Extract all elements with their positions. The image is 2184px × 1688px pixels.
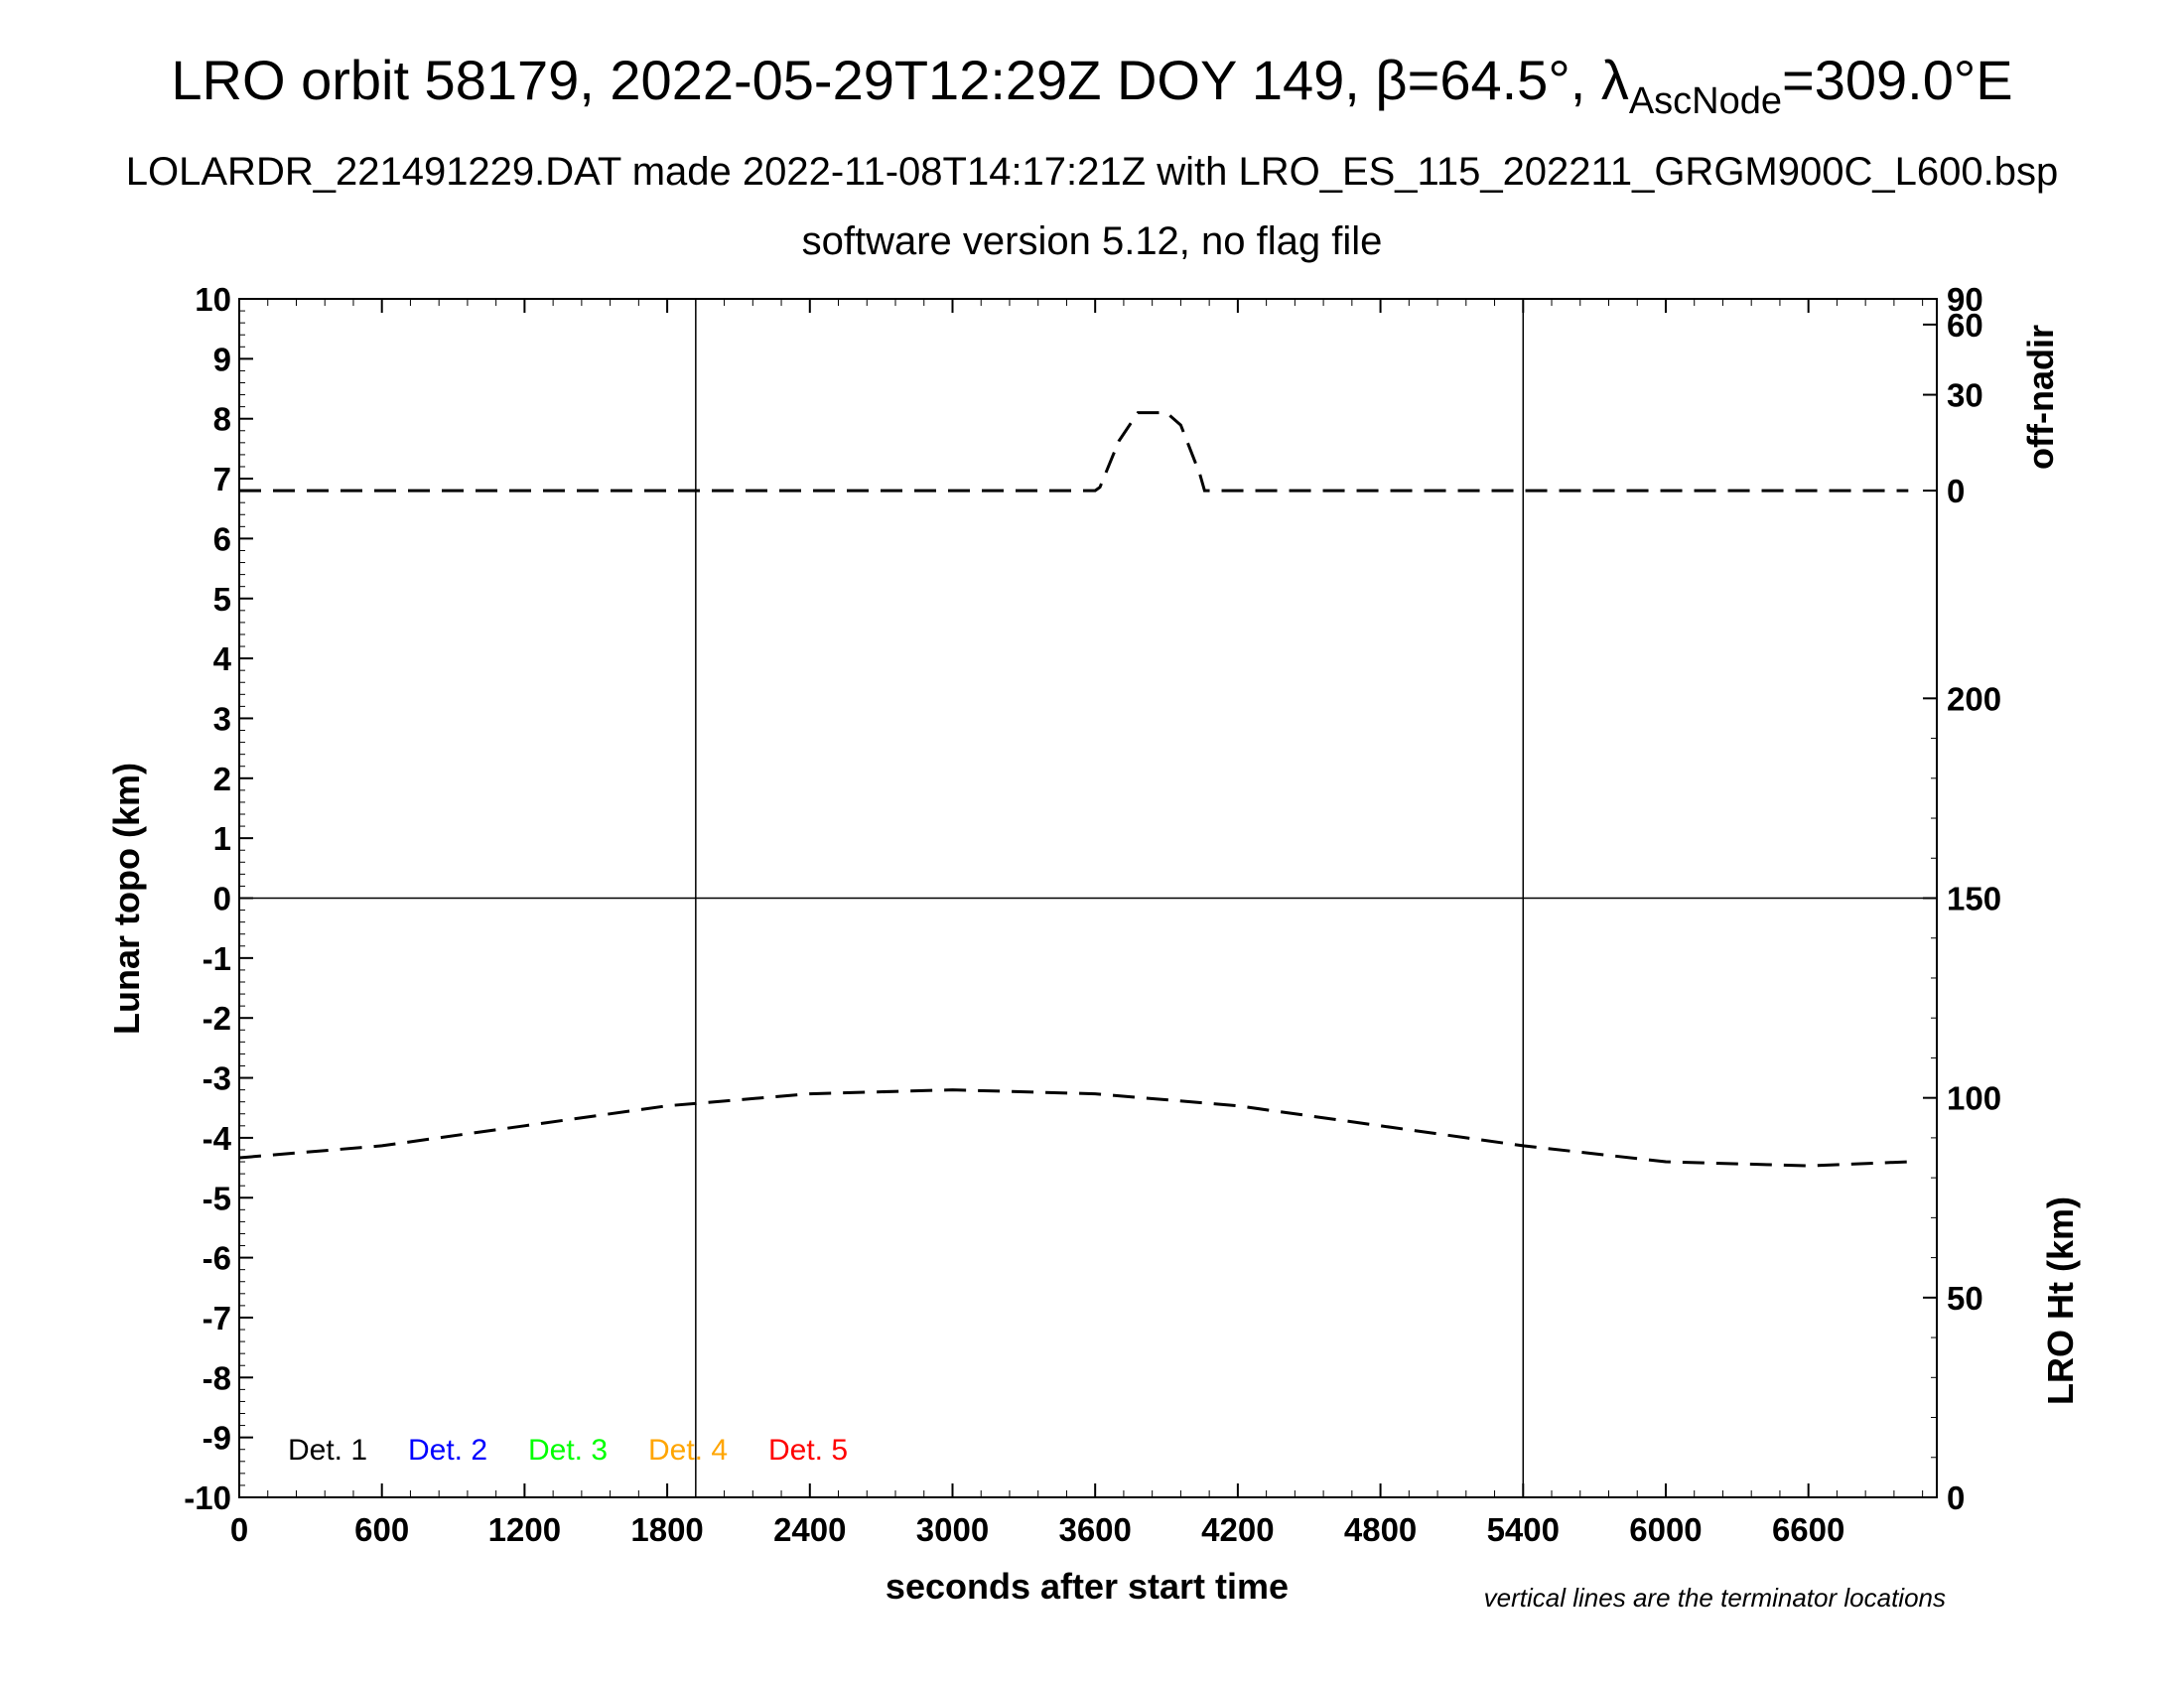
- x-tick-label: 0: [230, 1511, 248, 1548]
- y-axis-label-right-top: off-nadir: [2020, 325, 2061, 470]
- y-tick-label-left: 1: [213, 820, 231, 857]
- y-tick-label-right-top: 0: [1947, 473, 1965, 509]
- x-tick-label: 6000: [1629, 1511, 1702, 1548]
- y-tick-label-right-top: 60: [1947, 307, 1983, 344]
- y-tick-label-left: 10: [195, 281, 231, 318]
- y-tick-label-left: 8: [213, 401, 231, 438]
- chart-subtitle-line1: LOLARDR_221491229.DAT made 2022-11-08T14…: [126, 150, 2058, 194]
- x-tick-label: 1200: [488, 1511, 561, 1548]
- y-tick-label-left: 4: [213, 640, 232, 677]
- x-tick-label: 3600: [1058, 1511, 1131, 1548]
- x-tick-label: 3000: [916, 1511, 989, 1548]
- y-tick-label-left: -1: [203, 940, 231, 977]
- y-tick-label-left: 5: [213, 581, 231, 618]
- series-lro-height: [238, 1088, 1909, 1168]
- y-tick-label-right-bottom: 50: [1947, 1280, 1983, 1317]
- terminator-note: vertical lines are the terminator locati…: [1484, 1583, 1946, 1613]
- y-tick-label-right-top: 90: [1947, 281, 1983, 318]
- x-tick-label: 1800: [630, 1511, 703, 1548]
- x-tick-label: 4200: [1201, 1511, 1274, 1548]
- x-axis-label: seconds after start time: [886, 1566, 1289, 1607]
- chart-subtitle-line2: software version 5.12, no flag file: [802, 219, 1383, 263]
- y-tick-label-left: -7: [203, 1300, 231, 1336]
- y-axis-label-left: Lunar topo (km): [106, 763, 147, 1035]
- title-subscript: AscNode: [1629, 80, 1782, 122]
- legend-item: Det. 3: [528, 1434, 608, 1467]
- y-tick-label-left: -5: [203, 1180, 231, 1216]
- x-tick-label: 2400: [773, 1511, 846, 1548]
- x-tick-label: 5400: [1487, 1511, 1560, 1548]
- legend-item: Det. 5: [768, 1434, 848, 1467]
- y-tick-label-left: -4: [203, 1120, 232, 1157]
- y-tick-label-left: -9: [203, 1420, 231, 1457]
- legend-item: Det. 4: [648, 1434, 728, 1467]
- y-tick-label-left: 0: [213, 881, 231, 917]
- y-tick-label-left: 3: [213, 700, 231, 737]
- y-tick-label-right-top: 30: [1947, 377, 1983, 414]
- y-axis-label-right-bottom: LRO Ht (km): [2040, 1196, 2081, 1405]
- y-tick-label-left: 6: [213, 520, 231, 557]
- chart-title: LRO orbit 58179, 2022-05-29T12:29Z DOY 1…: [171, 49, 2012, 122]
- x-tick-label: 4800: [1344, 1511, 1417, 1548]
- y-tick-label-left: -2: [203, 1000, 231, 1037]
- y-tick-label-left: 7: [213, 461, 231, 497]
- series-off-nadir: [239, 411, 1909, 492]
- plot-area: 0 600 1200 1800 2400 3000 3600 4200 4800 5400 6000…: [184, 281, 2001, 1548]
- y-tick-label-left: 9: [213, 341, 231, 377]
- y-tick-label-right-bottom: 100: [1947, 1080, 2001, 1117]
- y-tick-label-left: -6: [203, 1240, 231, 1277]
- y-tick-label-left: -3: [203, 1060, 231, 1097]
- y-tick-label-right-bottom: 0: [1947, 1479, 1965, 1516]
- y-tick-label-left: -8: [203, 1359, 231, 1396]
- y-tick-label-left: -10: [184, 1479, 231, 1516]
- y-tick-label-right-bottom: 150: [1947, 881, 2001, 917]
- legend-item: Det. 1: [288, 1434, 367, 1467]
- y-tick-label-right-bottom: 200: [1947, 680, 2001, 717]
- x-tick-label: 6600: [1772, 1511, 1844, 1548]
- title-suffix: =309.0°E: [1782, 49, 2013, 111]
- x-tick-label: 600: [354, 1511, 409, 1548]
- legend-item: Det. 2: [408, 1434, 487, 1467]
- y-tick-label-left: 2: [213, 761, 231, 797]
